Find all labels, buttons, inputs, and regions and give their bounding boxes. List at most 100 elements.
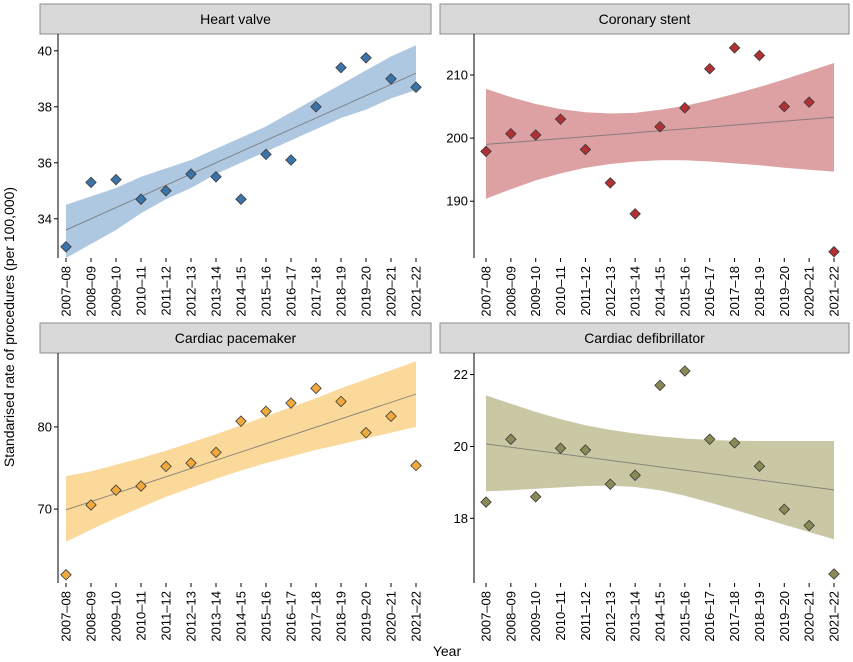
x-tick-label: 2007–08 <box>479 266 494 317</box>
y-tick-label: 190 <box>446 194 468 209</box>
x-tick-label: 2018–19 <box>752 266 767 317</box>
x-tick-label: 2011–12 <box>578 266 593 316</box>
panels: Heart valve 34 36 38 40 2007–08 2008–09 2009–10… <box>38 3 850 642</box>
data-point <box>335 395 347 408</box>
fitted-trend-line <box>485 443 835 491</box>
data-point <box>135 193 147 205</box>
data-point <box>579 444 592 456</box>
x-tick-label: 2019–20 <box>777 591 792 642</box>
x-tick-label: 2011–12 <box>159 591 174 641</box>
data-point <box>803 519 815 532</box>
x-tick-label: 2015–16 <box>259 591 274 642</box>
panel-title: Coronary stent <box>599 11 691 27</box>
data-point <box>654 120 666 133</box>
data-point <box>728 437 741 449</box>
x-tick-label: 2012–13 <box>603 591 618 642</box>
data-point <box>235 415 247 427</box>
x-tick-label: 2019–20 <box>359 591 374 642</box>
x-tick-label: 2014–15 <box>234 266 249 317</box>
data-point <box>828 245 840 258</box>
panel-3: Cardiac pacemaker 70 80 2007–08 2008–09 2009–… <box>38 322 432 642</box>
y-tick-label: 36 <box>38 155 52 170</box>
data-point <box>385 73 397 85</box>
data-point <box>480 145 492 158</box>
x-tick-label: 2010–11 <box>134 591 149 641</box>
data-point <box>629 208 641 220</box>
data-point <box>505 127 517 140</box>
x-tick-label: 2018–19 <box>752 591 767 642</box>
x-tick-label: 2021–22 <box>827 266 842 317</box>
data-point <box>385 410 397 423</box>
x-tick-label: 2020–21 <box>384 591 399 642</box>
data-point <box>828 568 840 580</box>
data-point <box>604 478 617 490</box>
data-point <box>505 433 517 446</box>
data-point <box>110 484 122 496</box>
x-axis-title: Year <box>433 643 462 659</box>
x-tick-label: 2012–13 <box>603 266 618 317</box>
x-tick-label: 2014–15 <box>653 591 668 642</box>
data-point <box>679 365 691 377</box>
x-tick-label: 2013–14 <box>209 266 224 317</box>
data-point <box>778 503 791 516</box>
x-tick-label: 2021–22 <box>409 266 424 317</box>
y-tick-label: 20 <box>454 439 468 454</box>
data-point <box>260 148 272 161</box>
data-point <box>210 171 222 183</box>
y-tick-label: 70 <box>38 502 52 517</box>
x-tick-label: 2008–09 <box>503 266 518 317</box>
y-tick-label: 22 <box>454 367 468 382</box>
x-tick-label: 2017–18 <box>309 266 324 317</box>
data-point <box>110 173 122 186</box>
panel-4: Cardiac defibrillator 18 20 22 2007–08 2008–0… <box>439 322 850 642</box>
x-tick-label: 2014–15 <box>653 266 668 317</box>
x-tick-label: 2007–08 <box>479 591 494 642</box>
x-tick-label: 2021–22 <box>827 591 842 642</box>
data-point <box>803 96 815 108</box>
x-tick-label: 2016–17 <box>702 591 717 642</box>
x-tick-label: 2020–21 <box>384 266 399 317</box>
x-tick-label: 2011–12 <box>578 591 593 641</box>
data-point <box>60 569 72 581</box>
x-tick-label: 2013–14 <box>628 591 643 642</box>
x-tick-label: 2012–13 <box>184 591 199 642</box>
data-point <box>480 496 492 508</box>
data-point <box>554 113 567 125</box>
panel-title: Cardiac pacemaker <box>175 330 297 346</box>
panel-strip <box>39 322 432 354</box>
data-point <box>360 426 372 439</box>
y-tick-label: 38 <box>38 99 52 114</box>
x-tick-label: 2010–11 <box>134 266 149 316</box>
x-tick-label: 2009–10 <box>528 266 543 317</box>
x-tick-label: 2019–20 <box>359 266 374 317</box>
x-tick-label: 2009–10 <box>109 591 124 642</box>
data-point <box>529 490 542 503</box>
data-point <box>235 193 247 205</box>
data-point <box>260 405 272 418</box>
data-point <box>210 446 222 459</box>
data-point <box>185 168 197 180</box>
x-tick-label: 2008–09 <box>503 591 518 642</box>
data-point <box>529 129 542 141</box>
panel-2: Coronary stent 190 200 210 2007–08 2008–09 200… <box>439 3 850 317</box>
x-tick-label: 2017–18 <box>727 591 742 642</box>
data-point <box>654 379 666 392</box>
x-tick-label: 2007–08 <box>59 591 74 642</box>
data-point <box>629 469 641 481</box>
data-point <box>703 433 716 446</box>
x-tick-label: 2008–09 <box>84 266 99 317</box>
data-point <box>160 185 172 197</box>
x-tick-label: 2021–22 <box>409 591 424 642</box>
x-tick-label: 2008–09 <box>84 591 99 642</box>
data-point <box>85 176 97 189</box>
x-tick-label: 2013–14 <box>209 591 224 642</box>
data-point <box>360 52 372 64</box>
x-tick-label: 2009–10 <box>109 266 124 317</box>
data-point <box>703 62 716 75</box>
data-point <box>310 101 322 113</box>
x-tick-label: 2017–18 <box>727 266 742 317</box>
panel-strip <box>39 3 432 35</box>
data-point <box>753 460 766 472</box>
x-tick-label: 2018–19 <box>334 266 349 317</box>
